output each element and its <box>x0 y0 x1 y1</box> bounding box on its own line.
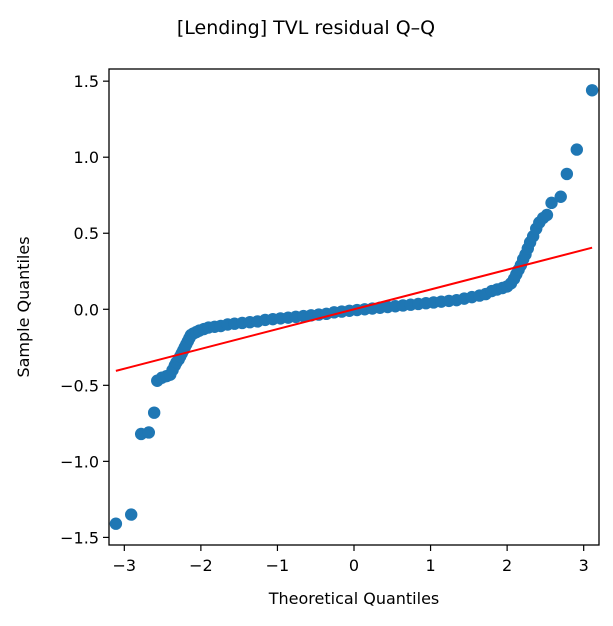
data-point <box>545 196 558 210</box>
data-point <box>585 84 599 97</box>
data-point <box>109 517 123 530</box>
x-axis: −3 −2 −1 0 1 2 3 <box>113 545 589 575</box>
x-tick-label: 0 <box>349 556 359 575</box>
y-tick-label: 1.5 <box>74 72 99 91</box>
y-axis: −1.5 −1.0 −0.5 0.0 0.5 1.0 1.5 <box>60 72 109 547</box>
y-tick-label: 0.5 <box>74 224 99 243</box>
x-tick-label: 1 <box>425 556 435 575</box>
plot-area <box>109 84 599 530</box>
x-axis-label: Theoretical Quantiles <box>268 589 440 608</box>
data-point <box>540 208 554 222</box>
y-axis-label: Sample Quantiles <box>14 236 33 377</box>
x-tick-label: −2 <box>189 556 213 575</box>
chart-title: [Lending] TVL residual Q–Q <box>177 17 435 39</box>
x-tick-label: −3 <box>113 556 137 575</box>
data-point <box>560 167 574 181</box>
data-point <box>125 508 138 521</box>
x-tick-label: 3 <box>579 556 589 575</box>
data-point <box>147 406 161 419</box>
reference-line <box>115 246 593 372</box>
data-point <box>554 190 567 203</box>
y-tick-label: −1.5 <box>60 528 99 547</box>
y-tick-label: −1.0 <box>60 452 99 471</box>
y-tick-label: 1.0 <box>74 148 99 167</box>
x-tick-label: 2 <box>502 556 512 575</box>
x-tick-label: −1 <box>266 556 290 575</box>
data-point <box>142 426 156 439</box>
y-tick-label: −0.5 <box>60 376 99 395</box>
data-point <box>570 143 583 156</box>
y-tick-label: 0.0 <box>74 300 99 319</box>
